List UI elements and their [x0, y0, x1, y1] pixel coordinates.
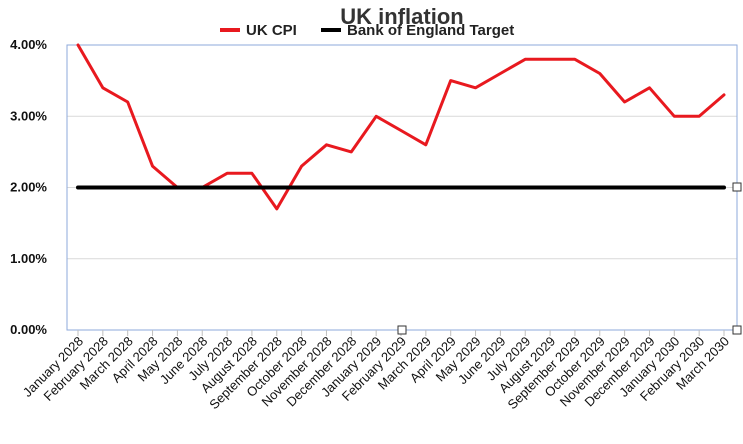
legend-label-boe-target: Bank of England Target — [347, 22, 514, 39]
legend: UK CPI Bank of England Target — [220, 22, 514, 39]
y-tick-label: 4.00% — [10, 37, 47, 52]
uk-cpi-line — [76, 43, 726, 211]
y-tick-label: 0.00% — [10, 322, 47, 337]
y-tick-label: 2.00% — [10, 180, 47, 195]
resize-handle[interactable] — [397, 325, 407, 335]
series-group — [76, 43, 726, 211]
resize-handle[interactable] — [732, 325, 742, 335]
y-tick-label: 1.00% — [10, 251, 47, 266]
chart-title: UK inflation — [340, 4, 463, 29]
y-axis: 0.00% 1.00% 2.00% 3.00% 4.00% — [10, 37, 47, 337]
legend-label-uk-cpi: UK CPI — [246, 22, 297, 39]
resize-handle[interactable] — [732, 182, 742, 192]
selection-handles[interactable] — [397, 182, 742, 335]
y-tick-label: 3.00% — [10, 108, 47, 123]
